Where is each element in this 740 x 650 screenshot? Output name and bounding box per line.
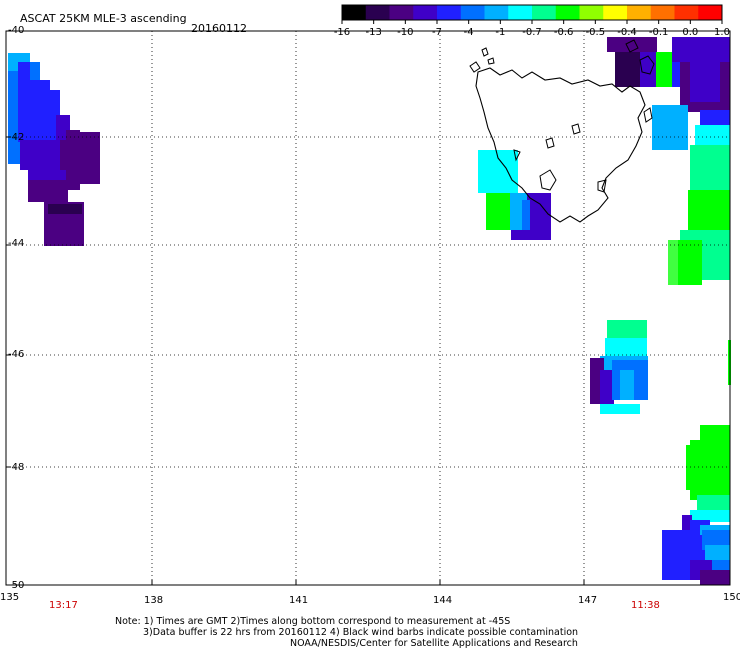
pass-time-west: 13:17 — [49, 600, 78, 611]
product-date: 20160112 — [191, 22, 247, 35]
colorbar-tick-label: -10 — [397, 27, 414, 38]
note-line-3: NOAA/NESDIS/Center for Satellite Applica… — [290, 638, 578, 649]
colorbar-swatch — [579, 5, 604, 20]
lon-label: 150 — [723, 592, 740, 603]
colorbar-tick-label: -0.4 — [617, 27, 637, 38]
coastline-island — [481, 47, 489, 57]
product-title: ASCAT 25KM MLE-3 ascending — [20, 12, 187, 25]
wind-cell — [80, 132, 100, 184]
wind-cell — [662, 530, 690, 580]
wind-cell — [28, 180, 68, 202]
colorbar-swatch — [650, 5, 675, 20]
wind-cell — [600, 370, 614, 406]
colorbar-swatch — [555, 5, 580, 20]
wind-cell — [60, 140, 80, 170]
colorbar-swatch — [413, 5, 438, 20]
swath-cells — [8, 37, 731, 585]
wind-cell — [652, 105, 688, 150]
lat-label: -44 — [8, 238, 25, 249]
colorbar-swatch — [389, 5, 414, 20]
coastline-island — [487, 57, 495, 65]
wind-cell — [607, 37, 657, 52]
wind-cell — [620, 370, 634, 400]
lon-label: 141 — [289, 595, 309, 606]
coastline-island — [571, 123, 581, 135]
wind-cell — [690, 510, 730, 522]
colorbar-swatch — [342, 5, 367, 20]
wind-cell — [511, 230, 551, 240]
wind-cell — [668, 240, 678, 285]
colorbar-swatch — [532, 5, 557, 20]
colorbar-swatch — [437, 5, 462, 20]
wind-cell — [600, 404, 640, 414]
colorbar-tick-label: 1.0 — [714, 27, 730, 38]
wind-cell — [640, 52, 656, 87]
wind-cell — [40, 80, 50, 120]
coastline-island — [639, 55, 655, 75]
coastline-island — [597, 179, 607, 193]
colorbar-tick-label: -13 — [365, 27, 382, 38]
lat-label: -50 — [8, 580, 25, 591]
coastline-island — [545, 137, 555, 149]
colorbar-tick-label: 0.0 — [682, 27, 699, 38]
wind-cell — [486, 193, 511, 230]
colorbar-swatch — [460, 5, 485, 20]
wind-cell — [18, 62, 32, 142]
lat-label: -46 — [8, 349, 25, 360]
coastline-island — [469, 61, 481, 73]
colorbar-tick-label: -7 — [432, 27, 442, 38]
tasmania-coastline — [469, 39, 655, 223]
colorbar — [341, 4, 723, 24]
colorbar-swatch — [365, 5, 390, 20]
colorbar-tick-label: -0.1 — [648, 27, 669, 38]
coastline-island — [513, 149, 521, 162]
pass-time-east: 11:38 — [631, 600, 660, 611]
lon-label: 135 — [0, 592, 20, 603]
wind-cell — [656, 52, 672, 87]
wind-cell — [605, 338, 647, 356]
colorbar-tick-label: -0.6 — [553, 27, 574, 38]
coastline-mainland — [475, 67, 646, 223]
lon-label: 147 — [578, 595, 598, 606]
lat-label: -48 — [8, 462, 25, 473]
wind-cell — [686, 445, 716, 490]
wind-cell — [700, 570, 730, 585]
colorbar-tick-label: -1 — [495, 27, 506, 38]
colorbar-tick-label: -0.5 — [585, 27, 606, 38]
colorbar-tick-label: -16 — [333, 27, 351, 38]
coastline-island — [539, 169, 557, 191]
colorbar-tick-label: -0.7 — [522, 27, 542, 38]
lon-label: 144 — [433, 595, 453, 606]
plot-frame — [5, 30, 731, 586]
colorbar-swatch — [698, 5, 723, 20]
wind-cell — [672, 52, 680, 87]
colorbar-swatch — [674, 5, 699, 20]
colorbar-swatch — [484, 5, 509, 20]
coastline-island — [643, 107, 653, 123]
note-line-1: Note: 1) Times are GMT 2)Times along bot… — [115, 616, 511, 627]
wind-cell — [607, 320, 647, 338]
lon-label: 138 — [144, 595, 164, 606]
wind-cell — [690, 62, 720, 102]
wind-cell — [48, 204, 82, 214]
note-line-2: 3)Data buffer is 22 hrs from 20160112 4)… — [143, 627, 579, 638]
wind-cell — [690, 145, 730, 195]
colorbar-tick-label: -4 — [463, 27, 474, 38]
colorbar-swatch — [603, 5, 628, 20]
wind-cell — [522, 200, 530, 230]
lat-label: -40 — [8, 25, 25, 36]
colorbar-swatch — [508, 5, 533, 20]
lat-lon-grid — [5, 30, 731, 586]
wind-cell — [672, 37, 730, 62]
colorbar-swatch — [627, 5, 652, 20]
lat-label: -42 — [8, 132, 25, 143]
wind-cell — [615, 52, 640, 87]
coastline-island — [625, 39, 639, 53]
